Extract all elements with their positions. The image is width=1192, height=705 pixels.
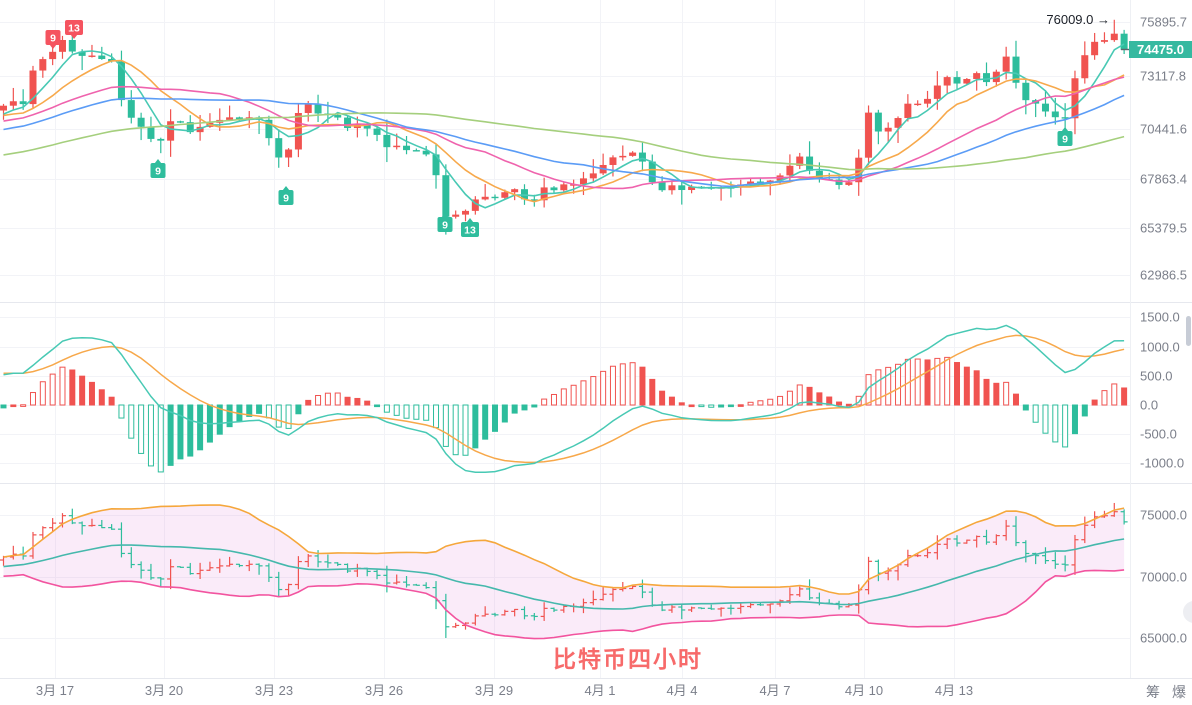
ma-line-30 — [3, 94, 1125, 188]
svg-text:13: 13 — [464, 225, 476, 237]
y-tick-label: 65379.5 — [1140, 221, 1187, 236]
svg-text:9: 9 — [283, 193, 289, 205]
liquidation-tool-label[interactable]: 爆 — [1172, 684, 1186, 700]
macd-dea-line — [3, 334, 1125, 464]
gridlines — [0, 0, 1130, 678]
td-marker-9: 9 — [437, 213, 453, 232]
y-tick-label: 65000.0 — [1140, 631, 1187, 646]
ma-line-20 — [3, 76, 1125, 190]
y-tick-label: -1000.0 — [1140, 456, 1184, 471]
ma-line-10 — [3, 59, 1125, 203]
y-tick-label: 1500.0 — [1140, 310, 1180, 325]
td-marker-13: 13 — [65, 20, 83, 39]
y-tick-label: -500.0 — [1140, 427, 1177, 442]
td-marker-9: 9 — [1057, 127, 1073, 146]
svg-text:9: 9 — [50, 33, 56, 45]
chips-tool-label[interactable]: 筹 — [1146, 684, 1160, 700]
y-tick-label: 0.0 — [1140, 398, 1158, 413]
svg-text:9: 9 — [442, 220, 448, 232]
high-price-annotation: 76009.0 → — [1046, 12, 1110, 27]
x-tick-label: 3月 20 — [145, 683, 183, 698]
td-marker-9: 9 — [150, 159, 166, 178]
td-marker-9: 9 — [278, 186, 294, 205]
y-tick-label: 73117.8 — [1140, 69, 1186, 84]
ohlc-bars — [0, 502, 1128, 638]
x-tick-label: 4月 7 — [759, 683, 790, 698]
panel-separators — [0, 0, 1192, 679]
x-tick-label: 4月 13 — [935, 683, 973, 698]
y-tick-label: 75895.7 — [1140, 15, 1187, 30]
x-tick-label: 3月 17 — [36, 683, 74, 698]
x-tick-label: 3月 23 — [255, 683, 293, 698]
x-tick-label: 4月 10 — [845, 683, 883, 698]
td-marker-9: 9 — [45, 30, 61, 49]
svg-text:9: 9 — [155, 166, 161, 178]
boll-band-fill — [3, 505, 1125, 639]
scroll-fab[interactable] — [1183, 601, 1192, 623]
price-axis[interactable]: 75895.7 73117.8 70441.6 67863.4 65379.5 62986… — [1140, 15, 1187, 646]
svg-text:9: 9 — [1062, 134, 1068, 146]
last-price-box — [1129, 41, 1192, 58]
x-tick-label: 4月 1 — [584, 683, 615, 698]
candles — [0, 19, 1128, 235]
y-tick-label: 70000.0 — [1140, 570, 1187, 585]
price-panel — [0, 19, 1128, 235]
boll-upper-line — [3, 504, 1125, 595]
x-tick-label: 3月 26 — [365, 683, 403, 698]
y-tick-label: 70441.6 — [1140, 122, 1187, 137]
y-tick-label: 1000.0 — [1140, 340, 1180, 355]
scrollbar-thumb[interactable] — [1186, 316, 1191, 346]
macd-histogram — [0, 356, 1128, 473]
ma-line-5 — [3, 43, 1125, 209]
svg-text:13: 13 — [68, 23, 80, 35]
y-tick-label: 500.0 — [1140, 369, 1173, 384]
y-tick-label: 75000.0 — [1140, 508, 1187, 523]
boll-lower-line — [3, 569, 1125, 640]
chart-title: 比特币四小时 — [553, 646, 703, 672]
td-marker-13: 13 — [461, 218, 479, 237]
macd-dif-line — [3, 324, 1125, 474]
last-price-text: 74475.0 — [1137, 42, 1184, 57]
macd-panel — [0, 324, 1128, 474]
td-markers: 9 13 9 9 9 13 9 — [45, 20, 1073, 237]
time-axis[interactable]: 3月 17 3月 20 3月 23 3月 26 3月 29 4月 1 4月 4 4月 7 4月 … — [36, 683, 973, 698]
ma-line-60 — [3, 112, 1125, 171]
y-tick-label: 62986.5 — [1140, 268, 1187, 283]
last-price-label: 74475.0 — [1121, 41, 1192, 58]
y-tick-label: 67863.4 — [1140, 172, 1187, 187]
x-tick-label: 4月 4 — [666, 683, 697, 698]
boll-middle-line — [3, 538, 1125, 610]
bollinger-panel — [0, 502, 1128, 640]
x-tick-label: 3月 29 — [475, 683, 513, 698]
